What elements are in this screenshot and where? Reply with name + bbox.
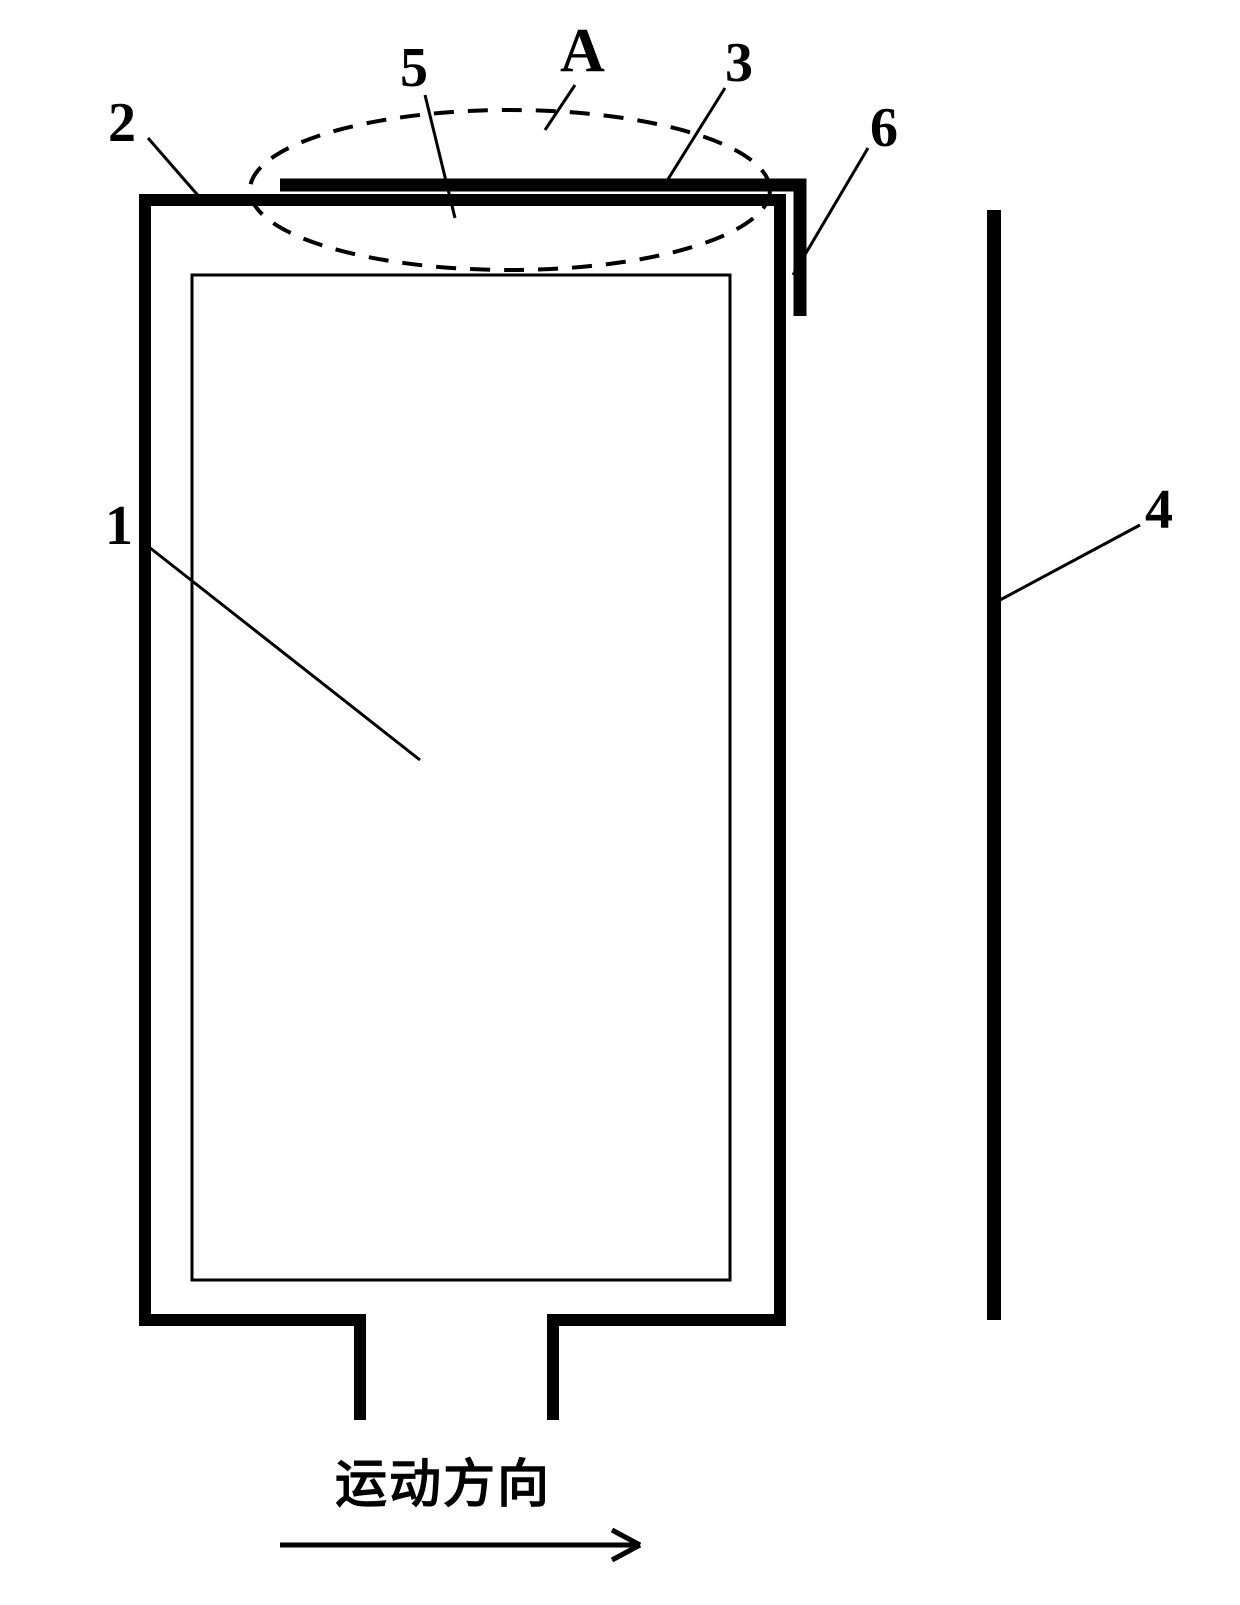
- motion-label: 运动方向: [335, 1460, 551, 1512]
- leader-4: [1000, 525, 1140, 600]
- label-4: 4: [1145, 482, 1173, 538]
- label-1: 1: [105, 498, 133, 554]
- inner-rect: [192, 275, 730, 1280]
- leader-3: [665, 88, 725, 184]
- label-5: 5: [400, 40, 428, 96]
- label-2: 2: [108, 95, 136, 151]
- label-3: 3: [725, 35, 753, 91]
- diagram-svg: [0, 0, 1240, 1605]
- leader-a: [545, 85, 575, 130]
- motion-arrow: [280, 1530, 640, 1560]
- label-a: A: [560, 20, 605, 82]
- leader-2: [148, 138, 202, 200]
- label-6: 6: [870, 100, 898, 156]
- diagram-stage: 1 2 3 4 5 6 A 运动方向: [0, 0, 1240, 1605]
